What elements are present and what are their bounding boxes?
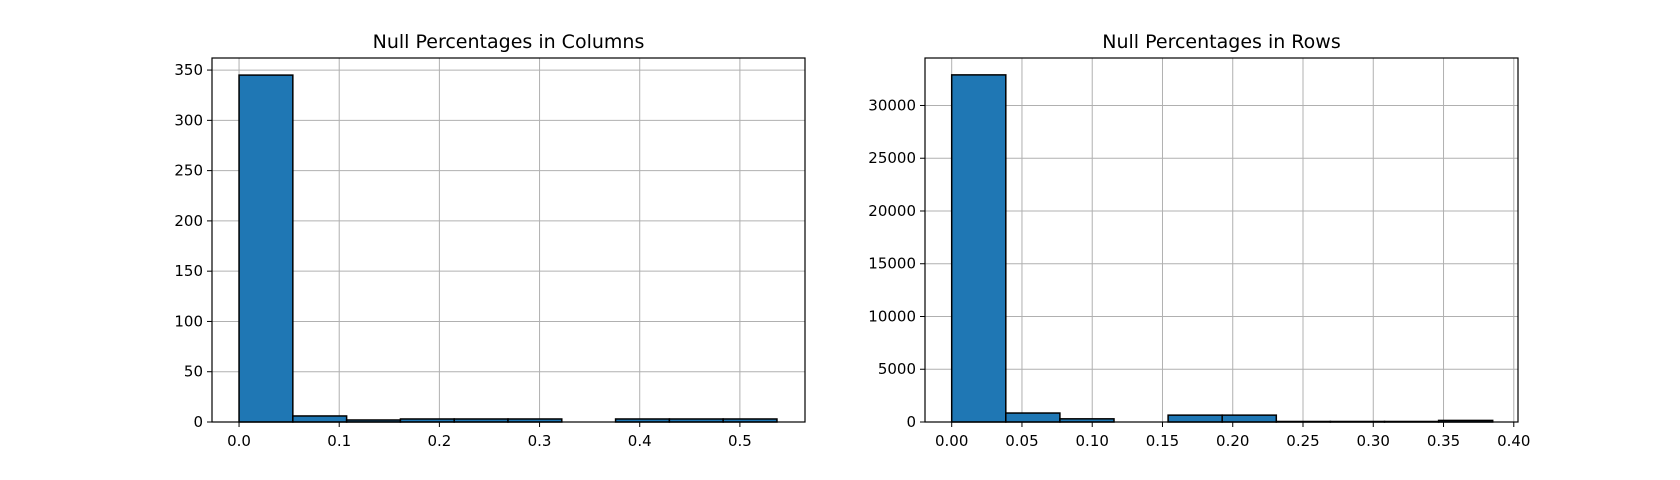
y-tick-label: 20000 xyxy=(868,202,916,220)
x-tick-label: 0.00 xyxy=(935,432,968,450)
y-axis-ticks: 0 50 100 150 200 250 300 350 xyxy=(174,61,212,431)
histogram-bar xyxy=(292,415,348,423)
x-tick-label: 0.35 xyxy=(1427,432,1460,450)
y-tick-label: 250 xyxy=(174,162,203,180)
y-axis-ticks: 0 5000 10000 15000 20000 25000 30000 xyxy=(868,96,925,431)
x-tick-label: 0.15 xyxy=(1146,432,1179,450)
x-tick-label: 0.0 xyxy=(227,432,251,450)
x-tick-label: 0.05 xyxy=(1005,432,1038,450)
histogram-bar xyxy=(1005,412,1061,423)
histogram-bar xyxy=(1221,414,1278,423)
x-tick-label: 0.40 xyxy=(1497,432,1530,450)
histogram-bar xyxy=(1167,414,1223,423)
y-tick-label: 25000 xyxy=(868,149,916,167)
y-tick-label: 0 xyxy=(906,413,916,431)
chart-null-percentages-rows: 0.00 0.05 0.10 0.15 0.20 0.25 0.30 0.35 0.40 0 50… xyxy=(868,31,1530,450)
y-tick-label: 150 xyxy=(174,262,203,280)
x-tick-label: 0.30 xyxy=(1357,432,1390,450)
x-tick-label: 0.1 xyxy=(327,432,351,450)
x-tick-label: 0.3 xyxy=(528,432,552,450)
y-tick-label: 10000 xyxy=(868,307,916,325)
plot-frame xyxy=(211,57,806,423)
x-tick-label: 0.25 xyxy=(1286,432,1319,450)
y-tick-label: 350 xyxy=(174,61,203,79)
x-tick-label: 0.10 xyxy=(1076,432,1109,450)
x-axis-ticks: 0.0 0.1 0.2 0.3 0.4 0.5 xyxy=(227,422,752,450)
x-tick-label: 0.20 xyxy=(1216,432,1249,450)
x-tick-label: 0.5 xyxy=(728,432,752,450)
y-tick-label: 5000 xyxy=(878,360,916,378)
chart-null-percentages-columns: 0.0 0.1 0.2 0.3 0.4 0.5 0 50 100 150 200 250 300 350… xyxy=(174,31,806,450)
y-tick-label: 300 xyxy=(174,111,203,129)
chart-title: Null Percentages in Columns xyxy=(373,31,645,53)
y-tick-label: 0 xyxy=(193,413,203,431)
y-tick-label: 15000 xyxy=(868,255,916,273)
y-tick-label: 30000 xyxy=(868,96,916,114)
x-axis-ticks: 0.00 0.05 0.10 0.15 0.20 0.25 0.30 0.35 0.40 xyxy=(935,422,1530,450)
histogram-bar xyxy=(950,74,1007,423)
y-tick-label: 50 xyxy=(184,363,203,381)
x-tick-label: 0.2 xyxy=(427,432,451,450)
chart-title: Null Percentages in Rows xyxy=(1102,31,1340,53)
y-tick-label: 200 xyxy=(174,212,203,230)
plot-frame xyxy=(924,57,1519,423)
y-tick-label: 100 xyxy=(174,312,203,330)
histogram-bar xyxy=(238,74,294,423)
grid-lines xyxy=(212,58,805,423)
x-tick-label: 0.4 xyxy=(628,432,652,450)
